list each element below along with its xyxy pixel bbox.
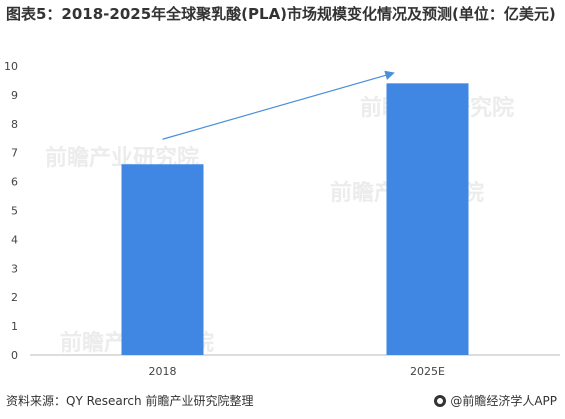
y-tick-label: 6	[11, 176, 18, 189]
brand-logo-icon	[434, 394, 447, 407]
x-axis-labels: 2018 2025E	[149, 365, 446, 378]
brand-footer: @前瞻经济学人APP	[434, 392, 557, 409]
y-tick-label: 3	[11, 262, 18, 275]
y-tick-label: 8	[11, 118, 18, 131]
source-note: 资料来源：QY Research 前瞻产业研究院整理	[6, 394, 254, 408]
brand-label: @前瞻经济学人APP	[450, 394, 557, 408]
y-tick-label: 0	[11, 349, 18, 362]
x-tick-label: 2018	[149, 365, 177, 378]
chart-title: 图表5：2018-2025年全球聚乳酸(PLA)市场规模变化情况及预测(单位：亿…	[6, 5, 556, 23]
y-axis: 0 1 2 3 4 5 6 7 8 9 10	[4, 60, 18, 362]
y-tick-label: 10	[4, 60, 18, 73]
bar-chart: 0 1 2 3 4 5 6 7 8 9 10 2018 2025E	[4, 60, 560, 378]
trend-arrow	[162, 70, 395, 140]
bar-2025E	[386, 83, 469, 355]
y-tick-label: 9	[11, 89, 18, 102]
y-tick-label: 4	[11, 233, 18, 246]
bars	[121, 83, 469, 355]
y-tick-label: 5	[11, 205, 18, 218]
bar-2018	[121, 164, 204, 355]
x-tick-label: 2025E	[410, 365, 445, 378]
y-tick-label: 1	[11, 320, 18, 333]
y-tick-label: 2	[11, 291, 18, 304]
y-tick-label: 7	[11, 147, 18, 160]
